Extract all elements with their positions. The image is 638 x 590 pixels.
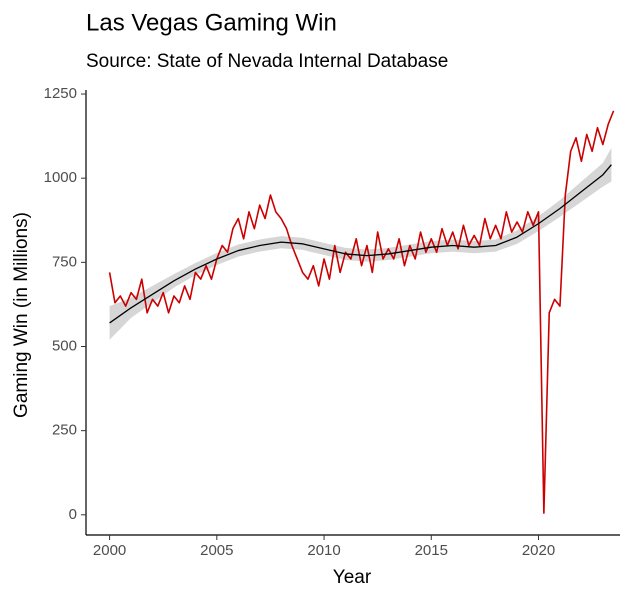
x-tick-label: 2020 [522, 542, 555, 559]
y-tick-label: 750 [52, 253, 77, 270]
y-tick-label: 250 [52, 422, 77, 439]
x-tick-label: 2015 [415, 542, 448, 559]
chart-title: Las Vegas Gaming Win [86, 9, 337, 36]
y-tick-label: 500 [52, 337, 77, 354]
smooth-line [109, 164, 612, 324]
y-tick-label: 0 [69, 506, 77, 523]
x-tick-label: 2000 [93, 542, 126, 559]
chart-subtitle: Source: State of Nevada Internal Databas… [86, 51, 448, 72]
y-axis-label: Gaming Win (in Millions) [11, 212, 32, 418]
y-tick-label: 1250 [44, 85, 77, 102]
x-tick-label: 2005 [200, 542, 233, 559]
data-line [108, 110, 615, 514]
y-tick-label: 1000 [44, 169, 77, 186]
x-tick-label: 2010 [307, 542, 340, 559]
confidence-band [109, 147, 612, 340]
x-axis-label: Year [333, 567, 372, 588]
